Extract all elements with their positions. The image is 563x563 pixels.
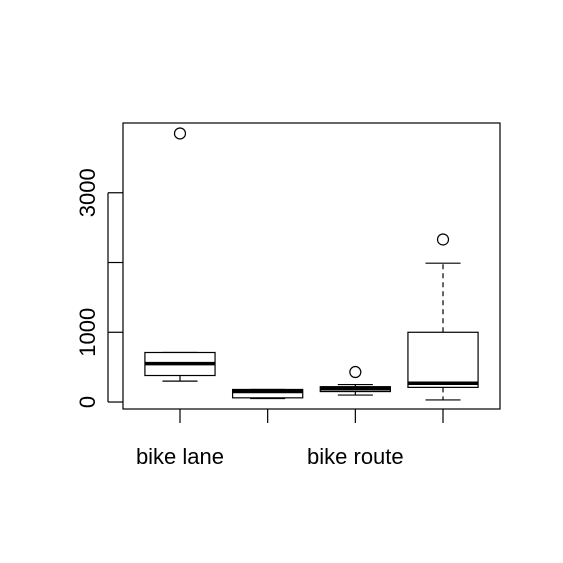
box: [231, 388, 304, 399]
x-tick-label: bike lane: [136, 444, 224, 469]
y-axis: 0 1000 3000: [75, 168, 123, 408]
x-tick-label: bike route: [307, 444, 404, 469]
box-group-2: [231, 388, 304, 400]
x-axis: bike lane bike route: [136, 409, 444, 469]
box-group-4: [407, 233, 479, 401]
box: [407, 331, 479, 388]
y-tick-label: 3000: [75, 168, 100, 217]
y-tick-label: 1000: [75, 308, 100, 357]
outlier-point: [349, 365, 362, 379]
box-group-1: [144, 127, 216, 382]
plot-area-frame: [122, 122, 501, 410]
outlier-point: [173, 127, 187, 140]
box-group-3: [319, 365, 392, 396]
outlier-point: [436, 233, 450, 246]
y-tick-label: 0: [75, 396, 100, 408]
